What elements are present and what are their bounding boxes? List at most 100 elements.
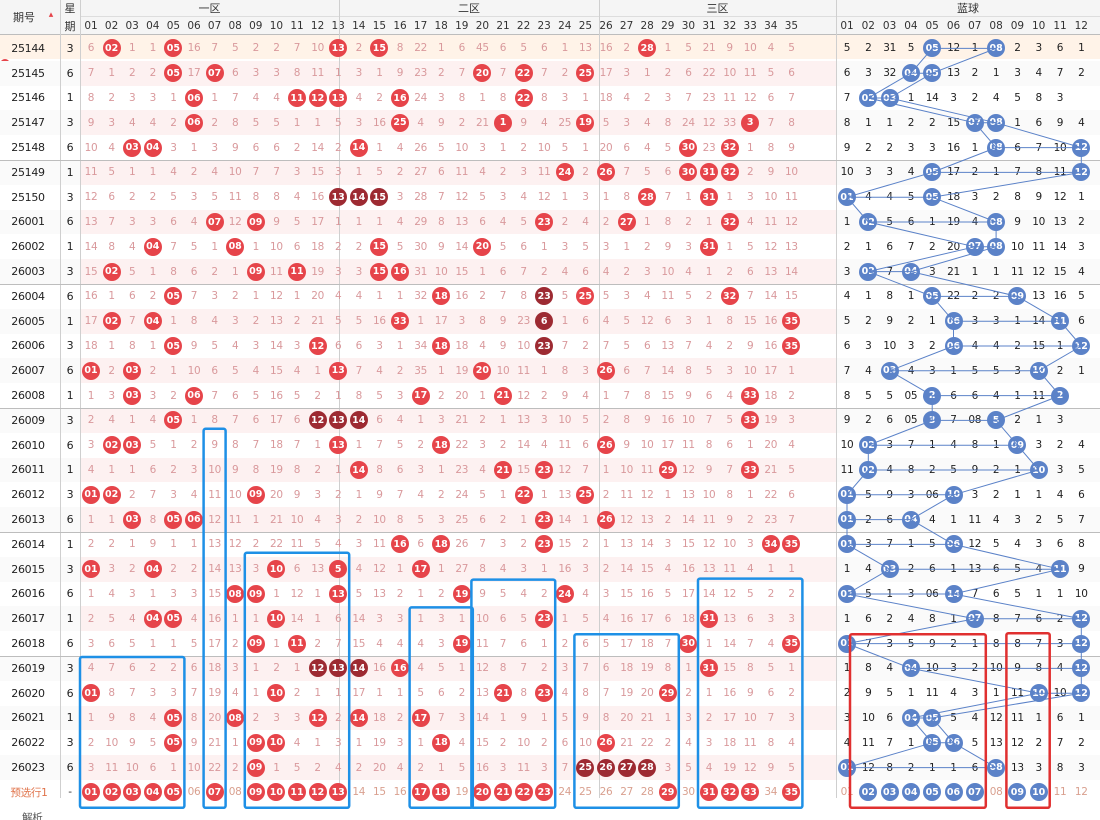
footer-red-ball[interactable]: 10 [267,783,286,802]
miss-count: 3 [231,662,239,675]
footer-red-ball[interactable]: 02 [102,783,121,802]
miss-count: 3 [87,439,95,452]
next-row-label[interactable]: 解析 [22,811,43,820]
miss-count: 10 [723,538,736,551]
footer-red-ball[interactable]: 33 [741,783,760,802]
blue-miss-count: 9 [971,463,979,476]
miss-count: 3 [396,191,404,204]
footer-red-ball[interactable]: 12 [308,783,327,802]
blue-miss-count: 1 [843,563,851,576]
miss-count: 5 [623,315,630,328]
period-header[interactable]: 期号 [13,11,35,24]
miss-count: 4 [293,364,301,377]
miss-count: 2 [149,67,157,80]
footer-label[interactable]: 预选行1 [10,786,48,799]
footer-blue-number[interactable]: 11 [1053,786,1067,799]
footer-blue-number[interactable]: 08 [989,786,1003,799]
footer-red-ball[interactable]: 20 [473,783,492,802]
caret-up-down-icon[interactable]: ▴ [48,10,54,20]
footer-blue-ball[interactable]: 07 [965,783,984,802]
footer-red-ball[interactable]: 21 [494,783,512,802]
footer-blue-ball[interactable]: 09 [1008,783,1027,802]
footer-red-number[interactable]: 30 [682,786,695,799]
blue-miss-count: 7 [907,439,915,452]
footer-blue-number[interactable]: 01 [840,786,854,799]
footer-red-number[interactable]: 34 [764,786,778,799]
miss-count: 19 [455,364,469,377]
footer-red-number[interactable]: 15 [373,786,386,799]
zone-header-zone3: 三区 [706,2,729,15]
weekday: 3 [66,265,74,279]
footer-blue-ball[interactable]: 06 [944,783,963,802]
footer-red-number[interactable]: 25 [579,786,592,799]
footer-red-ball[interactable]: 11 [288,783,306,802]
miss-count: 2 [396,711,404,724]
miss-count: 1 [334,463,342,476]
blue-miss-count: 1 [992,166,1000,179]
footer-blue-ball[interactable]: 04 [901,783,920,802]
miss-count: 18 [84,339,98,352]
footer-blue-ball[interactable]: 10 [1029,783,1048,802]
miss-count: 9 [479,587,486,600]
footer-red-number[interactable]: 14 [352,786,366,799]
miss-count: 9 [726,42,733,55]
footer-red-number[interactable]: 16 [393,786,407,799]
footer-red-ball[interactable]: 13 [329,783,348,802]
footer-red-ball[interactable]: 01 [82,783,100,802]
footer-red-ball[interactable]: 29 [658,783,677,802]
footer-blue-ball[interactable]: 02 [859,783,878,802]
footer-red-ball[interactable]: 31 [700,783,718,802]
footer-red-number[interactable]: 19 [455,786,469,799]
miss-count: 2 [520,538,527,551]
footer-red-number[interactable]: 24 [558,786,572,799]
miss-count: 1 [334,215,342,228]
miss-count: 6 [87,42,95,55]
miss-count: 8 [623,191,630,204]
footer-red-number[interactable]: 08 [228,786,242,799]
footer-blue-ball[interactable]: 05 [923,783,942,802]
footer-red-ball[interactable]: 18 [432,783,451,802]
blue-miss-count: 4 [928,513,936,526]
red-ball: 23 [535,461,554,479]
footer-red-ball[interactable]: 23 [535,783,554,802]
footer-red-ball[interactable]: 04 [143,783,162,802]
footer-blue-number[interactable]: 12 [1074,786,1088,799]
miss-count: 11 [517,761,530,774]
red-ball: 01 [82,485,100,504]
blue-miss-count: 2 [1014,414,1021,427]
miss-count: 3 [602,587,610,600]
miss-count: 2 [128,191,136,204]
footer-red-number[interactable]: 26 [599,786,613,799]
miss-count: 14 [517,439,530,452]
footer-red-ball[interactable]: 09 [246,783,265,802]
miss-count: 8 [602,711,610,724]
footer-red-ball[interactable]: 03 [123,783,142,802]
miss-count: 4 [746,563,754,576]
miss-count: 1 [788,563,795,576]
footer-blue-ball[interactable]: 03 [880,783,899,802]
blue-col-header: 06 [946,19,961,32]
miss-count: 4 [149,116,157,129]
footer-red-ball[interactable]: 35 [782,783,801,802]
miss-count: 9 [664,240,672,253]
miss-count: 1 [334,389,342,402]
miss-count: 10 [620,463,633,476]
miss-count: 16 [373,315,386,328]
blue-miss-count: 2 [865,513,872,526]
footer-red-ball[interactable]: 22 [514,783,533,802]
footer-red-ball[interactable]: 07 [205,783,224,802]
miss-count: 5 [190,240,198,253]
footer-red-number[interactable]: 06 [187,786,201,799]
miss-count: 14 [476,711,489,724]
miss-count: 7 [602,339,610,352]
miss-count: 4 [540,439,548,452]
footer-red-ball[interactable]: 17 [411,783,430,802]
footer-red-ball[interactable]: 05 [164,783,183,802]
miss-count: 14 [785,265,798,278]
miss-count: 4 [376,364,383,377]
column-divider [80,0,81,798]
miss-count: 4 [396,761,404,774]
footer-red-ball[interactable]: 32 [720,783,739,802]
footer-red-number[interactable]: 28 [640,786,654,799]
footer-red-number[interactable]: 27 [620,786,633,799]
